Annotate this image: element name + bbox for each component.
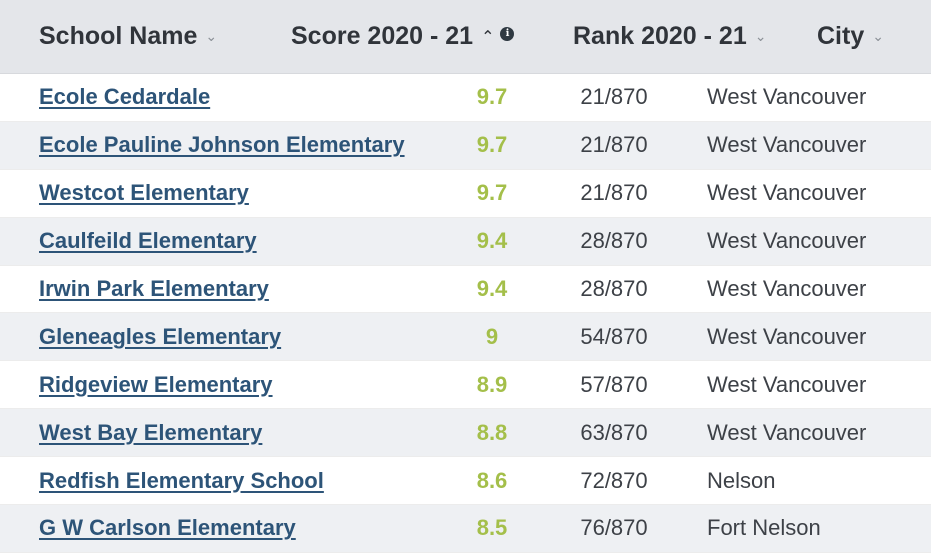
- chevron-down-icon: ⌄: [754, 28, 767, 44]
- score-value: 9.7: [476, 132, 508, 158]
- table-row: Caulfeild Elementary 9.4 28/870 West Van…: [0, 217, 931, 266]
- info-icon[interactable]: ℹ: [500, 26, 515, 41]
- column-header-label: City: [817, 22, 865, 50]
- rank-value: 28/870: [580, 276, 648, 301]
- table-row: Irwin Park Elementary 9.4 28/870 West Va…: [0, 265, 931, 314]
- school-name-link[interactable]: Irwin Park Elementary: [39, 276, 269, 301]
- chevron-down-icon: ⌄: [205, 28, 218, 44]
- table-header: School Name ⌄ Score 2020 - 21 ⌃ ℹ Rank 2…: [0, 0, 931, 74]
- score-value: 9.4: [476, 228, 508, 254]
- city-value: West Vancouver: [707, 323, 867, 349]
- table-row: Ecole Cedardale 9.7 21/870 West Vancouve…: [0, 74, 931, 122]
- school-name-link[interactable]: Redfish Elementary School: [39, 467, 324, 493]
- table-row: Redfish Elementary School 8.6 72/870 Nel…: [0, 457, 931, 506]
- table-row: Ecole Pauline Johnson Elementary 9.7 21/…: [0, 121, 931, 170]
- rank-value: 28/870: [580, 228, 648, 254]
- chevron-down-icon: ⌄: [872, 28, 884, 44]
- table-row: Ridgeview Elementary 8.9 57/870 West Van…: [0, 361, 931, 410]
- score-value: 8.5: [476, 515, 508, 541]
- score-value: 9: [485, 323, 499, 349]
- city-value: West Vancouver: [707, 180, 867, 206]
- school-name-link[interactable]: Ecole Cedardale: [39, 84, 211, 110]
- table-row: Gleneagles Elementary 9 54/870 West Vanc…: [0, 313, 931, 362]
- column-header-label: Score 2020 - 21: [291, 22, 474, 50]
- city-value: Fort Nelson: [707, 515, 821, 541]
- school-name-link[interactable]: West Bay Elementary: [39, 419, 263, 445]
- city-value: West Vancouver: [707, 228, 867, 254]
- rank-value: 63/870: [580, 419, 648, 445]
- table-row: West Bay Elementary 8.8 63/870 West Vanc…: [0, 409, 931, 458]
- score-value: 8.9: [476, 371, 508, 397]
- score-value: 8.6: [476, 467, 508, 493]
- school-name-link[interactable]: Gleneagles Elementary: [39, 323, 282, 349]
- rank-value: 76/870: [580, 515, 648, 541]
- rank-value: 57/870: [580, 371, 648, 397]
- school-name-link[interactable]: Ecole Pauline Johnson Elementary: [39, 132, 405, 158]
- score-value: 8.8: [476, 419, 508, 445]
- city-value: Nelson: [707, 467, 776, 493]
- school-name-link[interactable]: Westcot Elementary: [39, 180, 249, 206]
- table-row: G W Carlson Elementary 8.5 76/870 Fort N…: [0, 505, 931, 553]
- city-value: West Vancouver: [707, 132, 867, 158]
- school-name-link[interactable]: Caulfeild Elementary: [39, 228, 257, 254]
- city-value: West Vancouver: [707, 419, 867, 445]
- city-value: West Vancouver: [707, 276, 867, 301]
- table-row: Westcot Elementary 9.7 21/870 West Vanco…: [0, 169, 931, 218]
- rank-value: 21/870: [580, 132, 648, 158]
- score-value: 9.4: [476, 276, 508, 301]
- rank-value: 21/870: [580, 180, 648, 206]
- city-value: West Vancouver: [707, 371, 867, 397]
- rank-value: 21/870: [580, 84, 648, 110]
- table-body: Ecole Cedardale 9.7 21/870 West Vancouve…: [0, 74, 931, 553]
- column-header-score[interactable]: Score 2020 - 21 ⌃ ℹ: [291, 0, 515, 73]
- column-header-label: School Name: [39, 22, 198, 50]
- score-value: 9.7: [476, 180, 508, 206]
- school-name-link[interactable]: G W Carlson Elementary: [39, 515, 296, 541]
- column-header-city[interactable]: City ⌄: [817, 0, 884, 73]
- rank-value: 72/870: [580, 467, 648, 493]
- rank-value: 54/870: [580, 323, 648, 349]
- school-name-link[interactable]: Ridgeview Elementary: [39, 371, 273, 397]
- column-header-rank[interactable]: Rank 2020 - 21 ⌄: [573, 0, 766, 73]
- column-header-school-name[interactable]: School Name ⌄: [39, 0, 217, 73]
- score-value: 9.7: [476, 84, 508, 110]
- city-value: West Vancouver: [707, 84, 867, 110]
- column-header-label: Rank 2020 - 21: [573, 22, 747, 50]
- chevron-up-icon: ⌃: [481, 28, 495, 46]
